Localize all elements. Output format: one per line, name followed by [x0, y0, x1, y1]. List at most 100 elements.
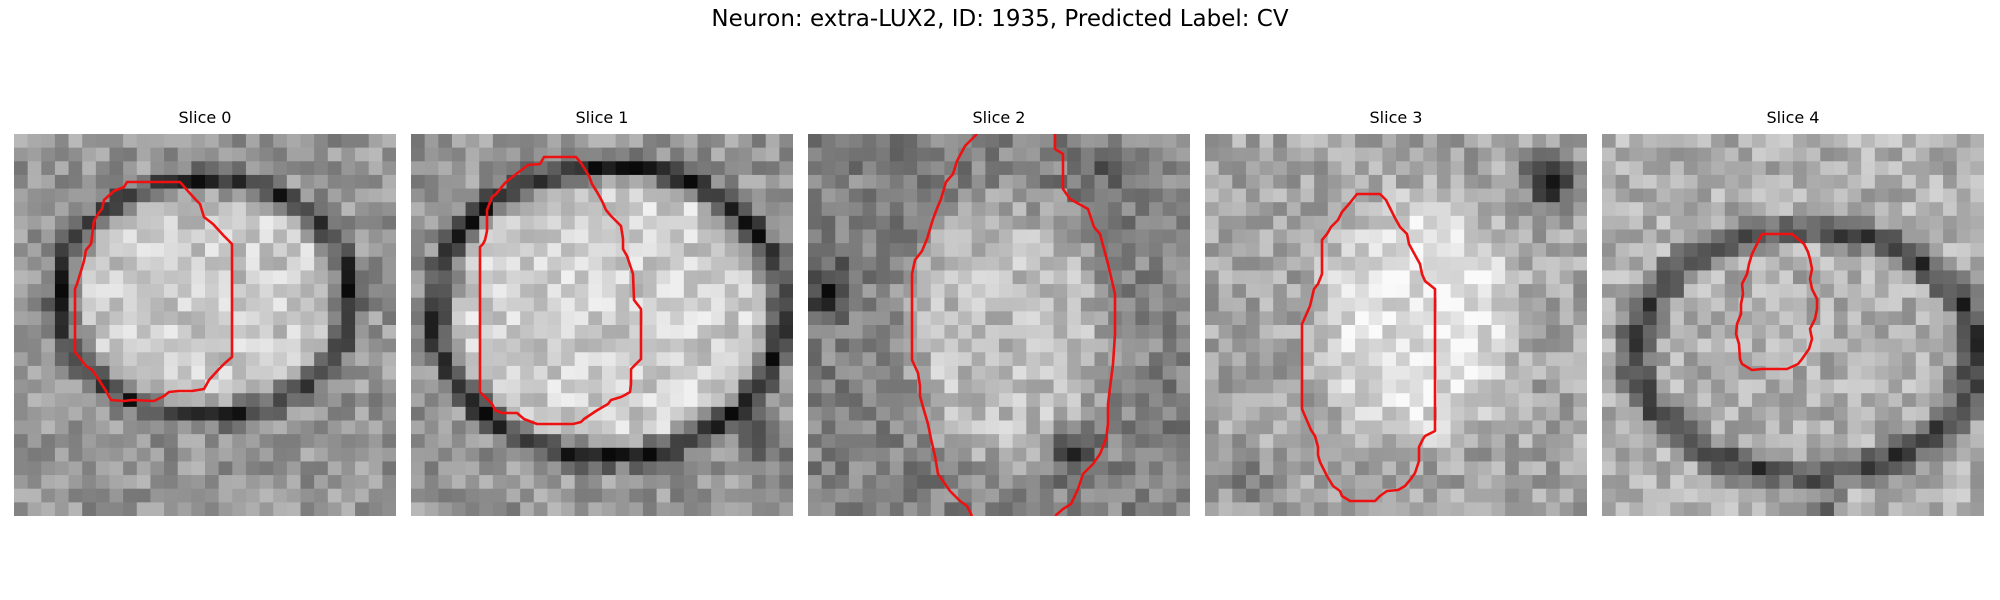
pixel — [1915, 256, 1931, 272]
pixel — [547, 284, 562, 299]
pixel — [1902, 161, 1917, 176]
pixel — [697, 284, 712, 299]
pixel — [411, 502, 426, 516]
pixel — [355, 488, 370, 503]
pixel — [958, 338, 973, 353]
pixel — [14, 188, 29, 203]
pixel — [862, 229, 877, 244]
pixel — [999, 202, 1014, 217]
pixel — [1602, 243, 1617, 258]
pixel — [1491, 502, 1506, 516]
pixel — [1080, 406, 1096, 422]
pixel — [286, 379, 302, 394]
pixel — [848, 502, 864, 516]
pixel — [1135, 229, 1150, 244]
pixel — [341, 147, 356, 162]
pixel — [1642, 256, 1658, 272]
pixel — [944, 243, 959, 258]
pixel — [1615, 352, 1630, 367]
pixel — [1409, 502, 1424, 516]
pixel — [438, 243, 453, 258]
pixel — [1642, 270, 1658, 285]
pixel — [68, 174, 83, 190]
pixel — [1929, 284, 1944, 299]
pixel — [1286, 215, 1302, 231]
pixel — [1888, 461, 1903, 476]
pixel — [1546, 338, 1561, 353]
pixel — [724, 188, 740, 203]
pixel — [1491, 229, 1506, 244]
pixel — [1205, 488, 1220, 503]
pixel — [697, 420, 712, 435]
pixel — [779, 475, 793, 490]
pixel — [958, 215, 973, 231]
pixel — [1121, 270, 1137, 285]
pixel — [1711, 406, 1726, 422]
pixel — [862, 406, 877, 422]
pixel — [738, 284, 753, 299]
pixel — [1833, 502, 1849, 516]
pixel — [670, 434, 685, 449]
pixel — [1602, 202, 1617, 217]
pixel — [1629, 434, 1644, 449]
pixel — [765, 188, 780, 203]
pixel — [1108, 475, 1123, 490]
pixel — [765, 393, 780, 408]
pixel — [1874, 434, 1890, 449]
pixel — [1368, 284, 1383, 299]
pixel — [1436, 270, 1452, 285]
pixel — [191, 352, 206, 367]
pixel — [1149, 297, 1164, 312]
pixel — [1149, 202, 1164, 217]
pixel — [1615, 461, 1630, 476]
pixel — [1067, 243, 1082, 258]
pixel — [1738, 461, 1753, 476]
pixel — [1450, 502, 1465, 516]
pixel — [1642, 379, 1658, 394]
pixel — [14, 134, 29, 149]
pixel — [533, 134, 549, 149]
pixel — [286, 365, 302, 381]
pixel — [1245, 188, 1261, 203]
pixel — [1259, 202, 1274, 217]
pixel — [1382, 352, 1397, 367]
pixel — [574, 202, 589, 217]
pixel — [561, 134, 576, 149]
pixel — [999, 461, 1014, 476]
pixel — [711, 215, 726, 231]
pixel — [958, 229, 973, 244]
pixel — [14, 393, 29, 408]
pixel — [1956, 461, 1971, 476]
pixel — [808, 243, 823, 258]
pixel — [1559, 297, 1574, 312]
pixel — [506, 188, 521, 203]
pixel — [1573, 256, 1587, 272]
pixel — [971, 352, 986, 367]
pixel — [1245, 256, 1261, 272]
pixel — [314, 243, 329, 258]
pixel — [1026, 352, 1041, 367]
pixel — [273, 134, 288, 149]
pixel — [1505, 297, 1520, 312]
pixel — [1491, 461, 1506, 476]
pixel — [82, 447, 97, 463]
pixel — [1847, 256, 1862, 272]
pixel — [1135, 147, 1150, 162]
pixel — [999, 284, 1014, 299]
pixel — [205, 434, 220, 449]
pixel — [14, 215, 29, 231]
pixel — [547, 447, 562, 463]
pixel — [835, 243, 850, 258]
pixel — [1683, 461, 1699, 476]
pixel — [683, 161, 699, 176]
pixel — [520, 393, 535, 408]
pixel — [300, 379, 315, 394]
pixel — [1273, 475, 1288, 490]
pixel — [68, 379, 83, 394]
pixel — [1436, 420, 1452, 435]
pixel — [1559, 134, 1574, 149]
pixel — [136, 447, 152, 463]
pixel — [438, 447, 453, 463]
pixel — [971, 202, 986, 217]
pixel — [1080, 229, 1096, 244]
